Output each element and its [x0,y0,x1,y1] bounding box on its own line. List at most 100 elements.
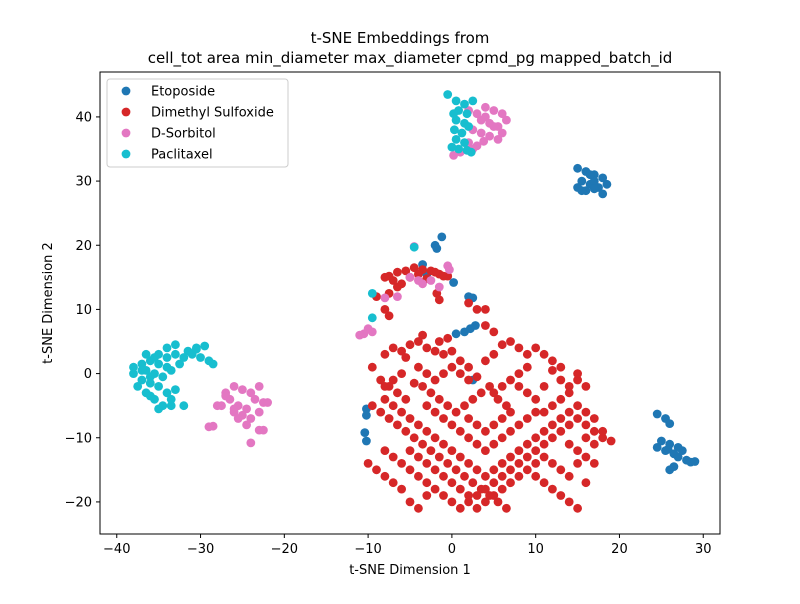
data-point [673,452,683,462]
data-point [166,401,176,411]
data-point [489,388,499,398]
data-point [464,362,473,372]
data-point [430,433,440,443]
data-point [514,420,524,430]
data-point [422,478,432,488]
data-point [162,362,172,372]
data-point [449,109,458,119]
data-point [439,491,448,500]
data-point [564,420,574,430]
data-point [133,382,143,391]
data-point [652,409,662,419]
x-axis-label: t-SNE Dimension 1 [349,563,471,578]
data-point [439,349,448,359]
data-point [388,375,398,385]
data-point [367,313,377,323]
data-point [481,305,490,314]
data-point [468,394,478,404]
data-point [380,471,390,481]
data-point [414,420,423,430]
data-point [589,176,599,186]
data-point [414,471,423,481]
data-point [460,471,469,481]
data-point [481,471,490,481]
data-point [522,465,532,475]
data-point [581,420,591,430]
data-point [581,478,591,488]
data-point [445,265,454,274]
data-point [455,452,465,462]
data-point [539,349,549,359]
data-point [254,407,264,417]
data-point [454,144,463,154]
data-point [539,478,549,488]
data-point [246,414,256,423]
legend-marker [121,128,131,138]
data-point [439,439,448,449]
data-point [472,109,482,119]
data-point [506,478,515,488]
y-tick-label: 20 [75,239,92,254]
data-point [171,349,180,359]
legend-marker [121,107,131,117]
data-point [497,382,507,391]
data-point [397,484,406,494]
data-point [489,478,499,488]
data-point [162,388,172,398]
y-tick-label: 40 [75,110,92,125]
legend-label: Etoposide [151,85,215,100]
data-point [376,407,386,417]
data-point [564,382,574,391]
data-point [506,452,515,462]
data-point [485,382,494,391]
data-point [418,382,427,391]
data-point [229,404,239,414]
data-point [246,438,256,448]
x-tick-label: 20 [611,542,628,557]
data-point [439,271,448,281]
data-point [434,337,444,346]
data-point [479,136,489,146]
data-point [414,503,423,513]
data-point [539,439,549,449]
data-point [514,369,524,378]
data-point [514,446,524,455]
data-point [430,407,440,417]
x-tick-label: 10 [527,542,544,557]
data-point [472,503,482,513]
data-point [522,414,532,423]
data-point [388,401,398,411]
data-point [506,337,515,346]
data-point [531,433,541,443]
data-point [397,459,406,468]
data-point [380,349,390,359]
data-point [497,128,507,138]
data-point [657,436,666,446]
data-point [464,414,473,423]
data-point [137,366,147,375]
data-point [246,388,256,398]
data-point [434,394,444,404]
data-point [598,433,608,443]
data-point [447,142,457,152]
data-point [409,433,419,443]
x-tick-label: −10 [354,542,381,557]
data-point [449,151,458,160]
data-point [573,401,582,411]
data-point [380,446,390,455]
data-point [367,401,377,411]
data-point [405,497,415,507]
data-point [447,346,457,356]
data-point [573,369,582,378]
data-point [397,369,406,378]
data-point [447,420,457,430]
data-point [481,321,490,330]
data-point [481,102,490,112]
data-point [581,382,591,391]
data-point [388,343,398,353]
data-point [363,459,373,468]
data-point [367,289,377,298]
data-point [466,147,476,157]
